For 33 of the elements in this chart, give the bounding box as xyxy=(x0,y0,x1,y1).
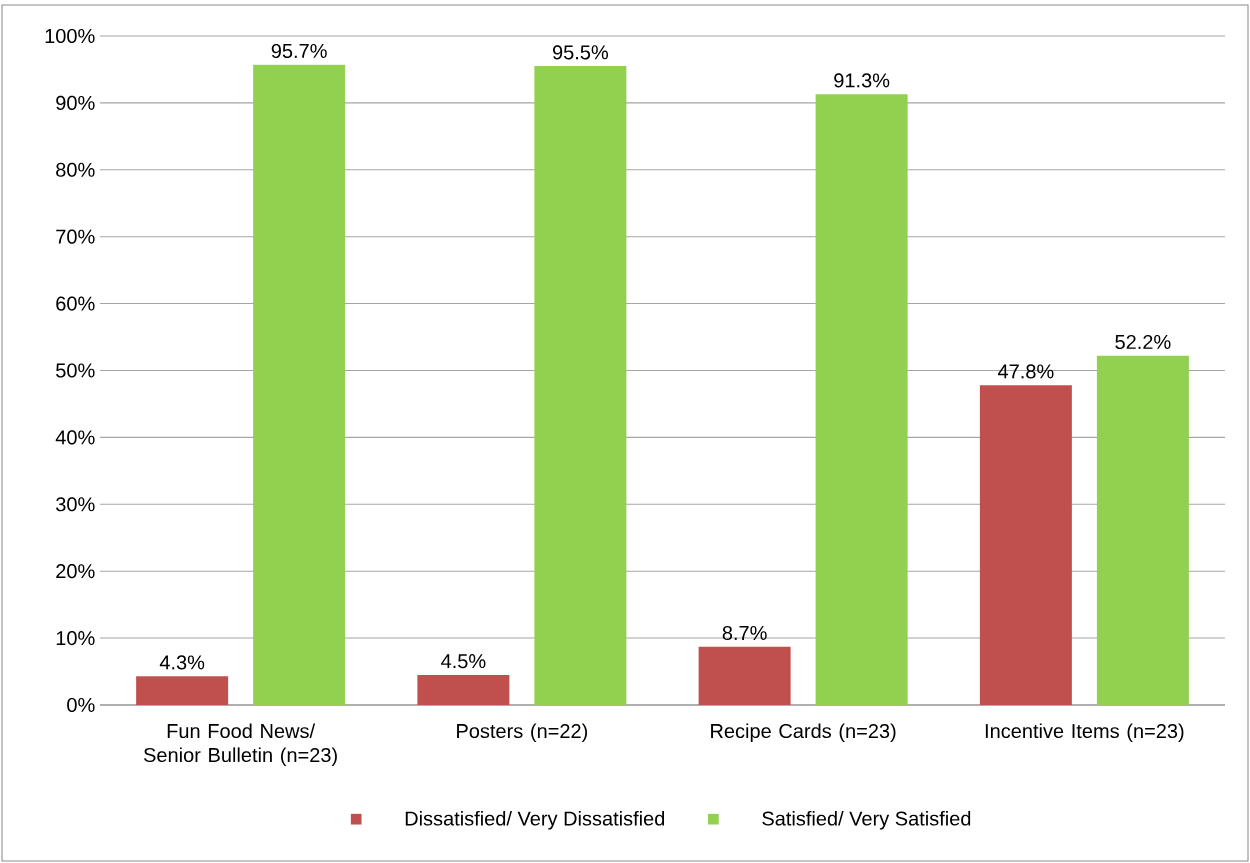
data-label: 8.7% xyxy=(722,625,767,641)
data-label: 47.8% xyxy=(997,364,1054,379)
y-tick-label: 0% xyxy=(67,697,95,713)
data-label: 95.7% xyxy=(271,43,327,59)
legend-label: Satisfied/ Very Satisfied xyxy=(762,810,971,830)
y-tick-label: 100% xyxy=(45,28,95,44)
y-tick-label: 70% xyxy=(56,229,95,244)
x-tick-label: Recipe Cards (n=23) xyxy=(711,723,896,743)
bar xyxy=(417,674,510,705)
data-label: 4.5% xyxy=(441,654,486,669)
x-tick-label: Fun Food News/ Senior Bulletin (n=23) xyxy=(143,723,337,767)
legend-label: Dissatisfied/ Very Dissatisfied xyxy=(405,810,665,830)
x-tick-label: Incentive Items (n=23) xyxy=(985,723,1184,743)
y-tick-label: 40% xyxy=(55,430,95,445)
y-tick-label: 80% xyxy=(56,162,95,177)
bar xyxy=(815,94,908,705)
y-tick-label: 90% xyxy=(56,95,95,110)
bar xyxy=(534,66,627,705)
data-label: 4.3% xyxy=(159,655,205,670)
data-label: 91.3% xyxy=(834,73,890,88)
data-label: 52.2% xyxy=(1115,334,1171,350)
bar xyxy=(698,646,791,705)
data-label: 95.5% xyxy=(552,45,609,60)
y-tick-label: 30% xyxy=(56,497,95,512)
bar xyxy=(1096,355,1189,705)
y-tick-label: 50% xyxy=(56,363,95,378)
bar xyxy=(136,676,229,705)
x-tick-label: Posters (n=22) xyxy=(457,723,588,743)
bar xyxy=(253,64,346,705)
y-tick-label: 20% xyxy=(56,564,95,579)
y-tick-label: 60% xyxy=(56,296,95,311)
bar xyxy=(979,385,1072,705)
y-tick-label: 10% xyxy=(56,631,95,646)
